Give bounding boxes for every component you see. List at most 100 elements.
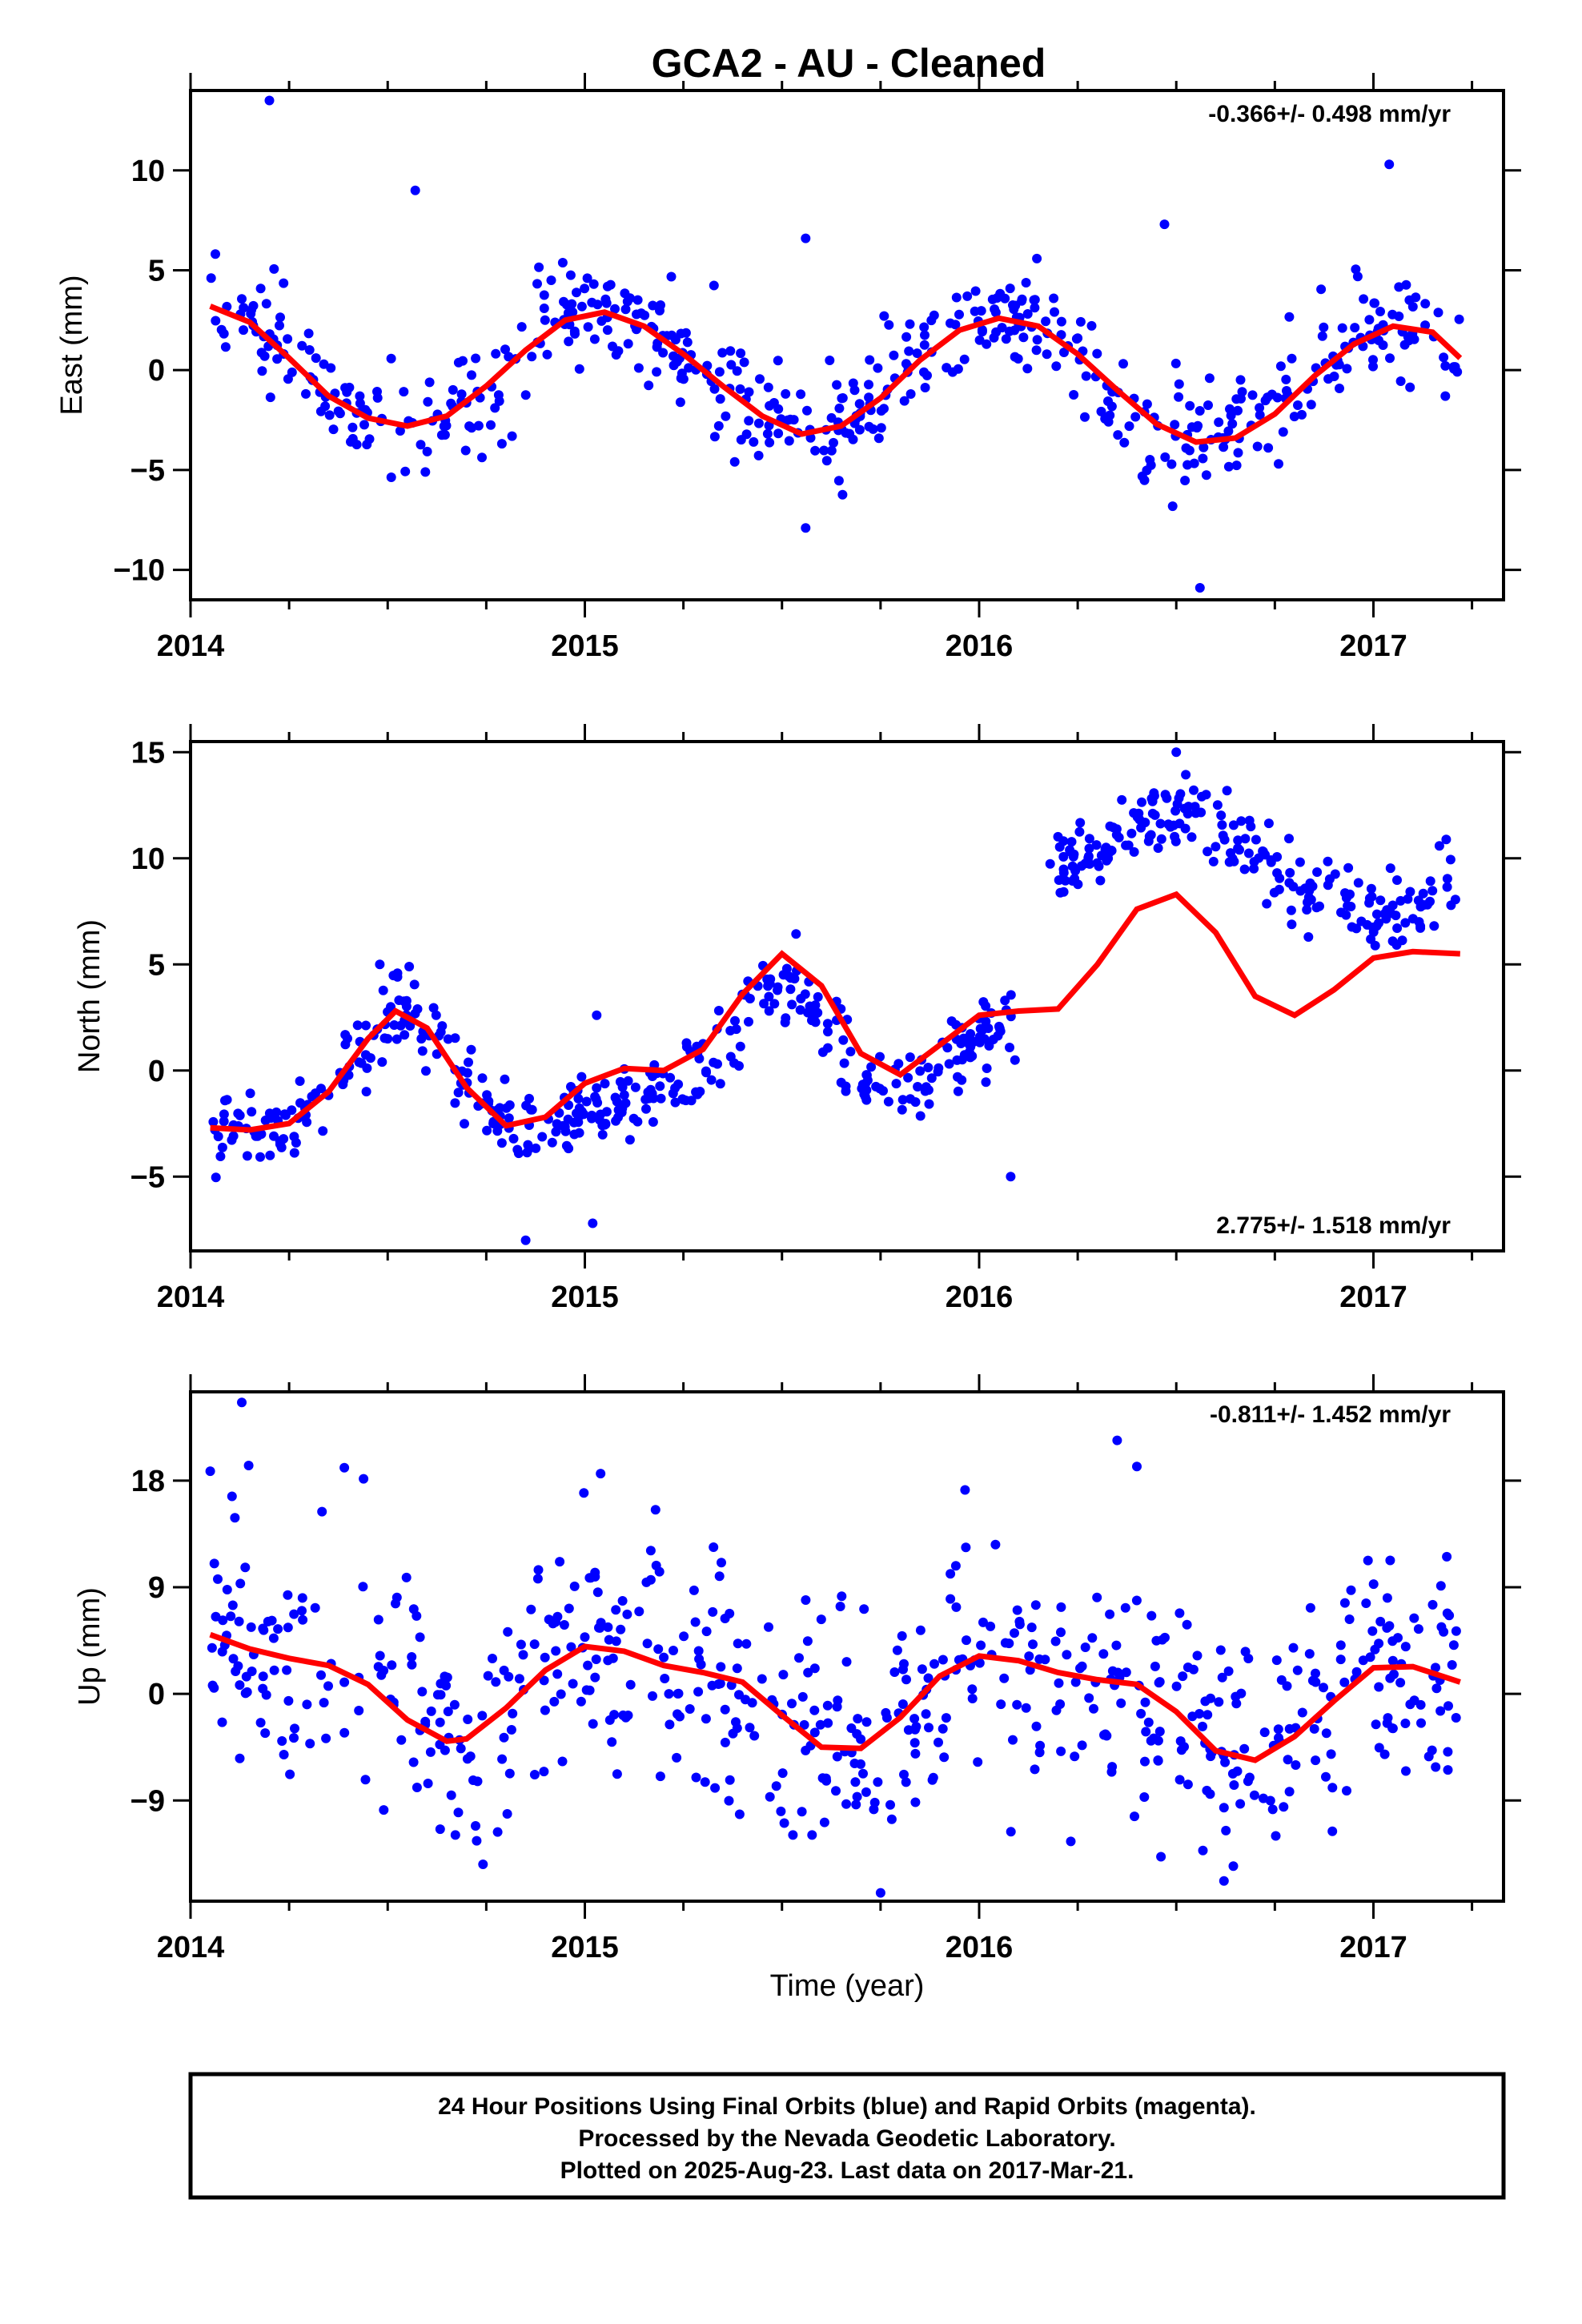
data-point	[1058, 887, 1069, 897]
data-point	[942, 1043, 953, 1053]
data-point	[706, 1075, 717, 1085]
data-point	[655, 1771, 665, 1782]
data-point	[749, 1731, 760, 1741]
data-point	[1283, 1755, 1293, 1765]
data-point	[1385, 863, 1395, 874]
data-point	[504, 1768, 515, 1779]
data-point	[523, 1140, 533, 1150]
data-point	[499, 1732, 509, 1743]
data-point	[655, 1081, 665, 1092]
data-point	[1154, 1678, 1164, 1688]
data-point	[1080, 858, 1090, 869]
data-point	[813, 1007, 823, 1018]
data-point	[648, 1071, 658, 1081]
data-point	[1050, 307, 1059, 317]
data-point	[841, 1799, 851, 1809]
x-tick-label: 2014	[157, 629, 225, 663]
data-point	[338, 1080, 348, 1090]
data-point	[679, 1631, 689, 1642]
data-point	[1335, 384, 1344, 393]
data-point	[340, 383, 351, 393]
data-point	[909, 1738, 920, 1748]
data-point	[516, 1639, 526, 1650]
data-point	[1367, 1626, 1378, 1636]
data-point	[529, 1639, 540, 1650]
data-point	[681, 1038, 692, 1048]
data-point	[1134, 808, 1144, 818]
data-point	[490, 403, 500, 413]
data-point	[873, 433, 884, 444]
data-point	[539, 1675, 549, 1686]
data-point	[879, 404, 889, 414]
data-point	[1367, 891, 1377, 902]
data-point	[736, 435, 746, 445]
data-point	[255, 1718, 266, 1728]
data-point	[624, 1135, 635, 1145]
up-panel: 2014 2015 2016 2017 18 9 0 −9 Up (mm) -0.811+/-…	[73, 1374, 1521, 2003]
data-point	[715, 394, 725, 404]
data-point	[435, 1824, 445, 1835]
data-point	[361, 1087, 371, 1097]
data-point	[1103, 396, 1113, 406]
data-point	[865, 355, 875, 365]
data-point	[977, 325, 987, 336]
data-point	[685, 1704, 695, 1714]
data-point	[1086, 320, 1097, 331]
data-point	[1375, 307, 1385, 316]
data-point	[1302, 905, 1312, 915]
data-point	[1124, 421, 1134, 432]
east-plot-frame	[189, 89, 1505, 601]
data-point	[757, 1674, 767, 1684]
data-point	[574, 364, 584, 374]
data-point	[686, 1096, 697, 1106]
data-point	[1439, 1626, 1449, 1637]
data-point	[1434, 841, 1444, 851]
data-point	[1304, 1649, 1315, 1659]
data-point	[1056, 1627, 1066, 1638]
data-point	[1192, 423, 1202, 433]
data-point	[681, 328, 691, 338]
data-point	[432, 1690, 443, 1700]
data-point	[539, 290, 549, 300]
data-point	[962, 291, 973, 301]
data-point	[448, 384, 458, 395]
data-point	[992, 293, 1002, 303]
data-point	[1233, 835, 1243, 846]
data-point	[431, 1010, 441, 1020]
data-point	[1303, 897, 1312, 907]
data-point	[1401, 1766, 1411, 1776]
data-point	[596, 1109, 605, 1120]
data-point	[566, 1082, 576, 1092]
data-point	[604, 1634, 614, 1645]
data-point	[785, 984, 796, 995]
data-point	[440, 1671, 450, 1682]
data-point	[1307, 1675, 1318, 1686]
data-point	[691, 1772, 701, 1783]
data-point	[610, 304, 620, 314]
data-point	[453, 357, 464, 368]
data-point	[1012, 1605, 1022, 1615]
data-point	[1378, 340, 1388, 350]
data-point	[920, 330, 930, 340]
data-point	[1206, 1693, 1215, 1703]
data-point	[283, 1695, 294, 1706]
data-point	[1056, 1602, 1066, 1612]
data-point	[1146, 1610, 1157, 1621]
data-point	[1123, 840, 1134, 850]
data-point	[807, 1830, 817, 1840]
x-tick-label: 2017	[1339, 1281, 1407, 1314]
data-point	[928, 1772, 938, 1783]
data-point	[1001, 334, 1011, 344]
data-point	[1197, 791, 1207, 802]
data-point	[734, 1809, 745, 1819]
data-point	[1353, 878, 1363, 888]
data-point	[1287, 919, 1297, 930]
data-point	[1450, 362, 1460, 372]
data-point	[1337, 323, 1347, 333]
data-point	[622, 296, 632, 307]
data-point	[425, 1747, 436, 1757]
data-point	[1321, 1728, 1331, 1739]
data-point	[315, 406, 326, 416]
data-point	[245, 1088, 255, 1099]
data-point	[1220, 1757, 1231, 1767]
